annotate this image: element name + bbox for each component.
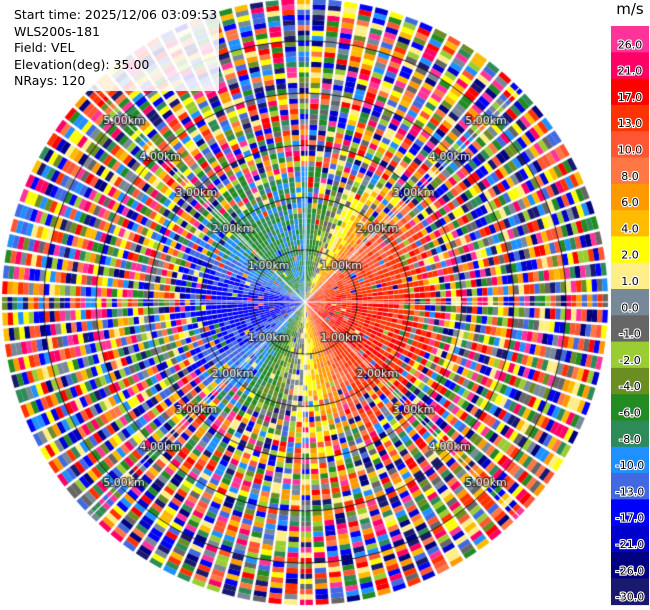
colorbar-swatch — [611, 367, 649, 395]
colorbar-tick-label: 8.0 — [621, 170, 639, 183]
colorbar-swatch — [611, 394, 649, 421]
colorbar-swatch — [611, 446, 649, 474]
colorbar-tick-label: -13.0 — [616, 485, 644, 498]
colorbar-swatch — [611, 499, 649, 527]
colorbar-swatch — [611, 131, 649, 158]
colorbar-tick-label: 21.0 — [618, 65, 643, 78]
ppi-scan-plot — [0, 0, 610, 610]
colorbar-tick-label: -17.0 — [616, 512, 644, 525]
colorbar-swatch — [611, 289, 649, 316]
colorbar-swatch — [611, 315, 649, 343]
colorbar-tick-label: 26.0 — [618, 38, 643, 51]
colorbar-tick-label: -4.0 — [619, 380, 640, 393]
colorbar-swatch — [611, 26, 649, 53]
start-time-text: Start time: 2025/12/06 03:09:53 — [14, 7, 218, 22]
colorbar-tick-label: -21.0 — [616, 538, 644, 551]
colorbar-swatch — [611, 236, 649, 264]
colorbar-tick-label: 10.0 — [618, 144, 643, 157]
instrument-text: WLS200s-181 — [14, 23, 100, 39]
colorbar-tick-label: -26.0 — [616, 564, 644, 577]
field-text: Field: VEL — [14, 40, 75, 56]
colorbar-tick-label: 13.0 — [618, 117, 643, 130]
colorbar-swatch — [611, 104, 649, 132]
colorbar-swatch — [611, 552, 649, 579]
colorbar-tick-label: -6.0 — [619, 407, 640, 420]
colorbar-tick-label: -1.0 — [619, 328, 640, 341]
colorbar-swatch — [611, 183, 649, 211]
colorbar-swatch — [611, 78, 649, 106]
colorbar-tick-label: 4.0 — [621, 222, 639, 235]
colorbar-swatch — [611, 262, 649, 290]
colorbar-swatch — [611, 341, 649, 369]
colorbar-swatch — [611, 210, 649, 237]
colorbar: 26.0 21.0 17.0 13.0 10.0 8.0 6.0 4.0 2.0 1.0 0.0 -1… — [611, 26, 649, 606]
colorbar-swatch — [611, 525, 649, 553]
colorbar-tick-label: 1.0 — [621, 275, 639, 288]
colorbar-tick-label: 6.0 — [621, 196, 639, 209]
colorbar-units: m/s — [616, 0, 644, 18]
colorbar-tick-label: 2.0 — [621, 249, 639, 262]
colorbar-tick-label: -8.0 — [619, 433, 640, 446]
colorbar-tick-label: -10.0 — [616, 459, 644, 472]
colorbar-tick-label: 17.0 — [618, 91, 643, 104]
colorbar-swatch — [611, 52, 649, 80]
scan-info-panel: Start time: 2025/12/06 03:09:53 WLS200s-… — [12, 6, 220, 91]
colorbar-swatch — [611, 157, 649, 185]
colorbar-tick-label: 0.0 — [621, 301, 639, 314]
nrays-text: NRays: 120 — [14, 73, 86, 89]
colorbar-swatch — [611, 578, 649, 606]
elevation-text: Elevation(deg): 35.00 — [14, 56, 150, 72]
colorbar-tick-label: -30.0 — [616, 591, 644, 604]
colorbar-tick-label: -2.0 — [619, 354, 640, 367]
colorbar-swatch — [611, 473, 649, 500]
colorbar-swatch — [611, 420, 649, 448]
